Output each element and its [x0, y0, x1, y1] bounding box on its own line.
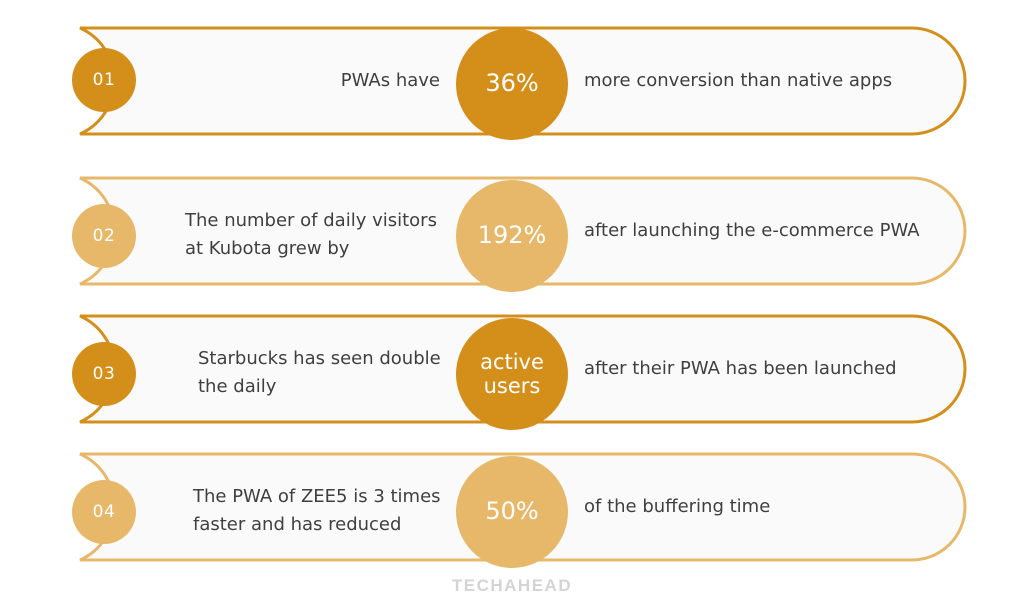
item-number-3: 03: [72, 342, 136, 406]
item-tail-text-1: more conversion than native apps: [584, 70, 893, 91]
item-tail-text-4: of the buffering time: [584, 496, 771, 517]
item-number-1: 01: [72, 48, 136, 112]
item-stat-2: 192%: [456, 180, 568, 292]
item-stat-3: active users: [456, 318, 568, 430]
item-lead-text-2: The number of daily visitors at Kubota g…: [185, 210, 437, 259]
item-lead-text-4: The PWA of ZEE5 is 3 times faster and ha…: [193, 486, 441, 535]
brand-watermark: TECHAHEAD: [451, 576, 573, 595]
item-number-2: 02: [72, 204, 136, 268]
item-lead-text-3: Starbucks has seen double the daily: [198, 348, 441, 397]
item-stat-1: 36%: [456, 28, 568, 140]
item-stat-4: 50%: [456, 456, 568, 568]
item-number-4: 04: [72, 480, 136, 544]
item-lead-text-1: PWAs have: [340, 70, 440, 91]
item-tail-text-2: after launching the e-commerce PWA: [584, 220, 920, 241]
item-tail-text-3: after their PWA has been launched: [584, 358, 897, 379]
